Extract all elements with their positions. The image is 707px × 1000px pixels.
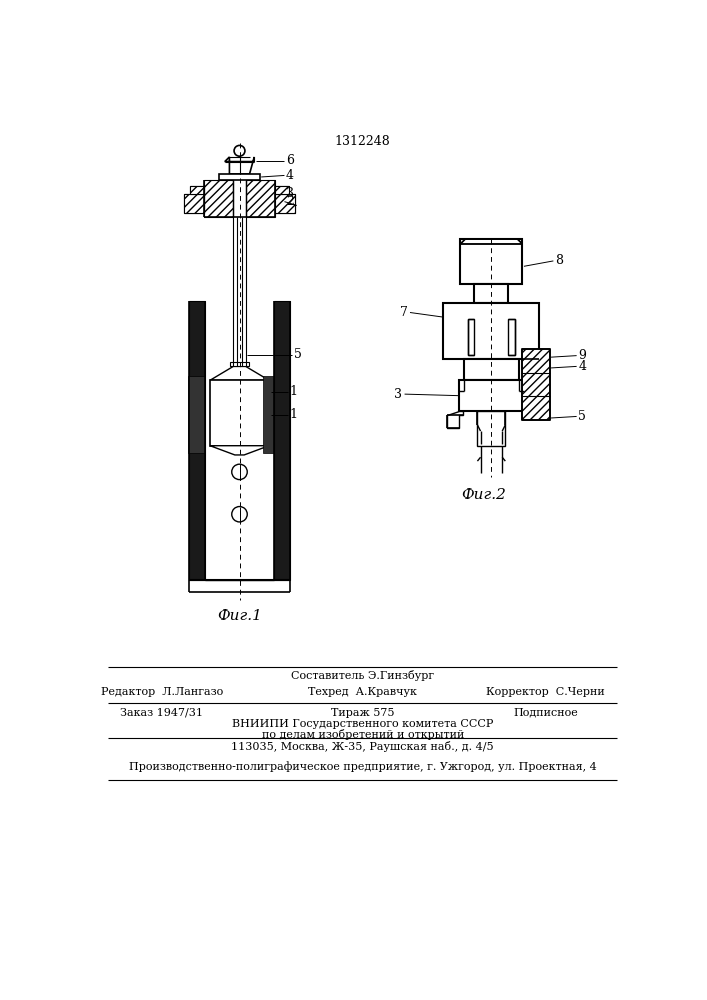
Circle shape xyxy=(234,145,245,156)
Bar xyxy=(210,380,269,446)
Bar xyxy=(443,303,539,359)
Text: 3: 3 xyxy=(286,187,294,200)
Text: 4: 4 xyxy=(286,169,294,182)
Bar xyxy=(274,301,290,580)
Bar xyxy=(230,362,249,366)
Polygon shape xyxy=(225,157,255,174)
Polygon shape xyxy=(448,411,462,428)
Text: 4: 4 xyxy=(578,360,586,373)
Bar xyxy=(190,186,204,194)
Bar xyxy=(275,186,289,194)
Text: 9: 9 xyxy=(578,349,586,362)
Polygon shape xyxy=(190,186,204,194)
Text: Техред  А.Кравчук: Техред А.Кравчук xyxy=(308,687,417,697)
Text: Тираж 575: Тираж 575 xyxy=(331,708,395,718)
Bar xyxy=(275,194,296,213)
Bar xyxy=(204,180,233,217)
Bar xyxy=(468,319,474,355)
Text: 5: 5 xyxy=(578,410,586,423)
Text: 6: 6 xyxy=(286,154,294,167)
Bar xyxy=(508,319,515,355)
Text: 2: 2 xyxy=(286,195,294,208)
Polygon shape xyxy=(184,194,204,213)
Text: Подписное: Подписное xyxy=(513,708,578,718)
Text: 1: 1 xyxy=(290,385,298,398)
Bar xyxy=(263,376,274,453)
Polygon shape xyxy=(275,186,289,194)
Text: ВНИИПИ Государственного комитета СССР: ВНИИПИ Государственного комитета СССР xyxy=(232,719,493,729)
Text: 1312248: 1312248 xyxy=(335,135,390,148)
Bar xyxy=(522,349,549,420)
Polygon shape xyxy=(210,446,269,455)
Bar xyxy=(464,359,518,380)
Bar xyxy=(459,380,524,411)
Text: 3: 3 xyxy=(395,388,402,401)
Polygon shape xyxy=(275,194,296,213)
Text: 113035, Москва, Ж-35, Раушская наб., д. 4/5: 113035, Москва, Ж-35, Раушская наб., д. … xyxy=(231,741,494,752)
Text: 7: 7 xyxy=(399,306,408,319)
Bar xyxy=(219,174,259,180)
Text: Редактор  Л.Лангазо: Редактор Л.Лангазо xyxy=(101,687,223,697)
Text: 1: 1 xyxy=(290,408,298,421)
Bar xyxy=(477,411,506,446)
Circle shape xyxy=(232,507,247,522)
Bar xyxy=(474,284,508,303)
Text: по делам изобретений и открытий: по делам изобретений и открытий xyxy=(262,729,464,740)
Circle shape xyxy=(232,464,247,480)
Polygon shape xyxy=(460,239,522,244)
Bar xyxy=(189,301,204,580)
Text: Фиг.1: Фиг.1 xyxy=(217,609,262,623)
Polygon shape xyxy=(210,366,269,380)
Text: Производственно-полиграфическое предприятие, г. Ужгород, ул. Проектная, 4: Производственно-полиграфическое предприя… xyxy=(129,761,597,772)
Bar xyxy=(460,239,522,284)
Text: Корректор  С.Черни: Корректор С.Черни xyxy=(486,687,605,697)
Text: Фиг.2: Фиг.2 xyxy=(461,488,506,502)
Text: 5: 5 xyxy=(293,348,302,361)
Text: Составитель Э.Гинзбург: Составитель Э.Гинзбург xyxy=(291,670,434,681)
Bar xyxy=(246,180,275,217)
Bar xyxy=(187,376,204,453)
Text: 8: 8 xyxy=(555,254,563,267)
Bar xyxy=(184,194,204,213)
Text: Заказ 1947/31: Заказ 1947/31 xyxy=(120,708,204,718)
